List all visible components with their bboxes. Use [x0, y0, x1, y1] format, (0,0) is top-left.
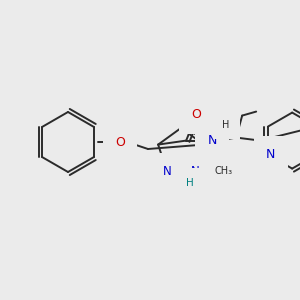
Text: O: O [191, 108, 201, 121]
Text: N: N [266, 148, 276, 161]
Text: N: N [191, 165, 200, 178]
Text: CH₃: CH₃ [214, 166, 232, 176]
Text: N: N [163, 165, 171, 178]
Text: H: H [186, 178, 194, 188]
Text: N: N [208, 134, 217, 147]
Text: H: H [223, 120, 230, 130]
Text: O: O [115, 136, 125, 148]
